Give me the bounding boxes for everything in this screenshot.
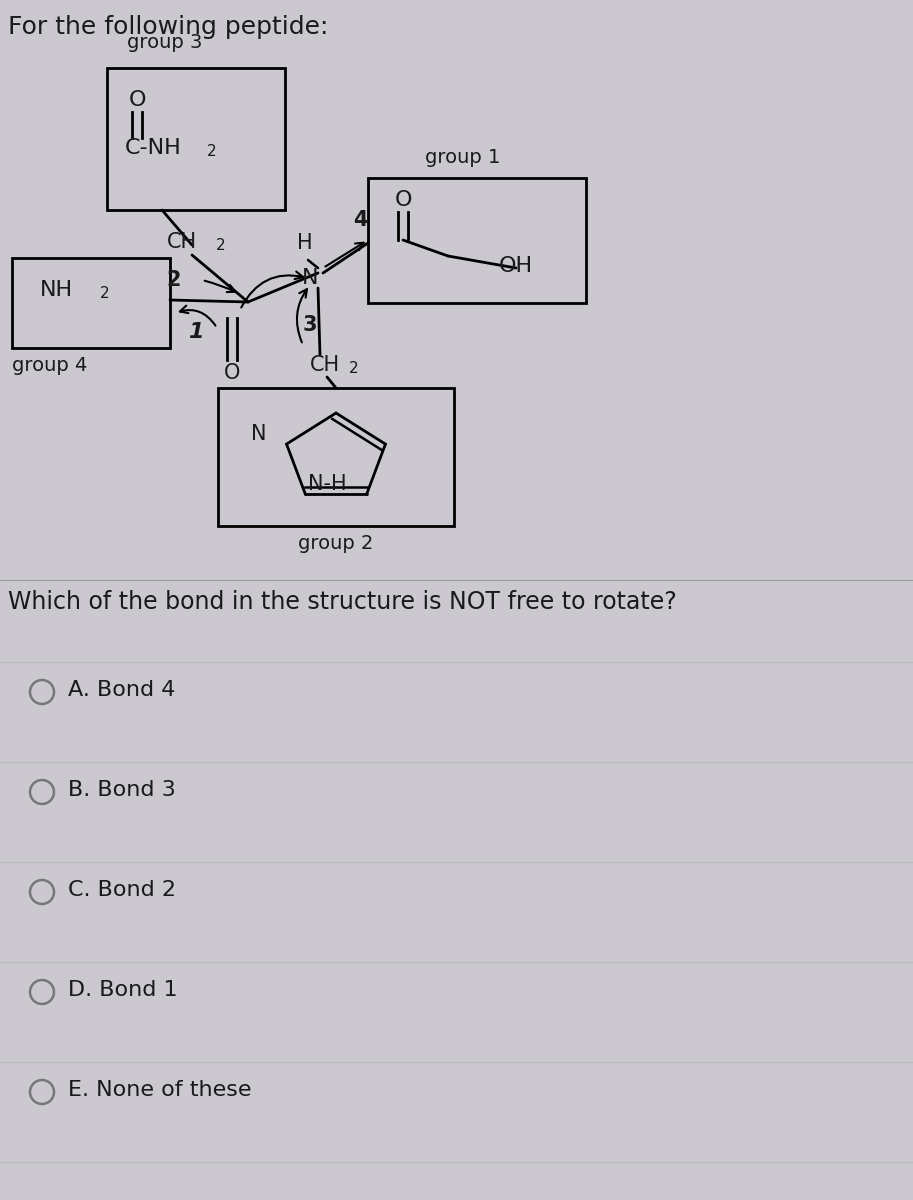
- Bar: [368, 178, 586, 302]
- Text: O: O: [224, 362, 240, 383]
- Text: O: O: [394, 190, 412, 210]
- Text: O: O: [128, 90, 146, 110]
- Text: B. Bond 3: B. Bond 3: [68, 780, 175, 800]
- Text: N: N: [302, 268, 319, 288]
- Text: group 1: group 1: [425, 148, 500, 167]
- Text: group 2: group 2: [299, 534, 373, 553]
- Bar: [107, 68, 285, 210]
- Text: CH: CH: [310, 355, 341, 374]
- Text: 2: 2: [167, 270, 182, 290]
- Text: 2: 2: [207, 144, 216, 158]
- Text: N: N: [251, 424, 267, 444]
- Text: OH: OH: [498, 256, 533, 276]
- Text: Which of the bond in the structure is NOT free to rotate?: Which of the bond in the structure is NO…: [8, 590, 677, 614]
- Text: group 4: group 4: [12, 356, 88, 374]
- Text: For the following peptide:: For the following peptide:: [8, 14, 329, 38]
- Text: 2: 2: [349, 361, 359, 376]
- Bar: [12, 258, 170, 348]
- Text: A. Bond 4: A. Bond 4: [68, 680, 175, 700]
- Text: 1: 1: [188, 322, 204, 342]
- Text: 4: 4: [352, 210, 367, 230]
- Text: D. Bond 1: D. Bond 1: [68, 980, 178, 1000]
- Text: C. Bond 2: C. Bond 2: [68, 880, 176, 900]
- Text: H: H: [298, 233, 313, 253]
- Text: 2: 2: [216, 238, 226, 253]
- Text: C-NH: C-NH: [125, 138, 182, 158]
- Text: NH: NH: [40, 280, 73, 300]
- Text: 3: 3: [303, 314, 317, 335]
- Bar: [218, 388, 454, 526]
- Text: group 3: group 3: [127, 32, 203, 52]
- Text: 2: 2: [100, 286, 110, 301]
- Text: E. None of these: E. None of these: [68, 1080, 251, 1100]
- Text: CH: CH: [167, 232, 197, 252]
- Text: N-H: N-H: [308, 474, 347, 494]
